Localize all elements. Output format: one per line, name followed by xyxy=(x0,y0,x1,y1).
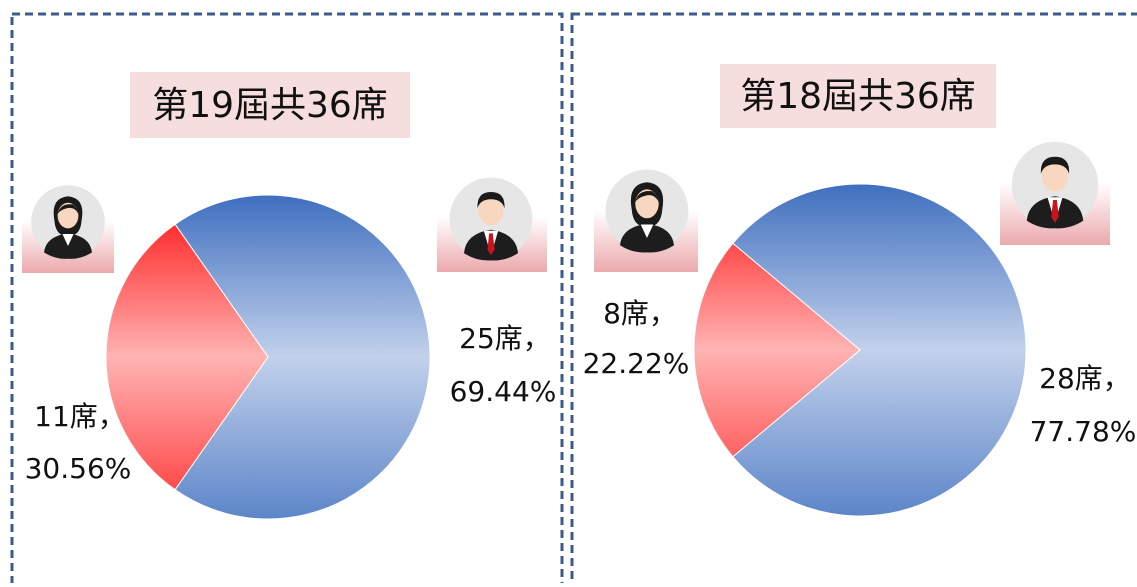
pie-slice xyxy=(732,183,1027,517)
chart-title: 第18屆共36席 xyxy=(740,76,976,117)
pie-slice xyxy=(174,194,431,520)
data-label: 11席， xyxy=(34,400,126,433)
data-label: 28席， xyxy=(1039,362,1131,395)
chart-title: 第19屆共36席 xyxy=(152,85,388,126)
data-label: 25席， xyxy=(459,322,551,355)
data-label: 8席， xyxy=(603,297,677,330)
title-box xyxy=(720,64,996,128)
pie-slice xyxy=(105,223,269,491)
title-box xyxy=(130,72,410,138)
panel-border xyxy=(570,12,1137,587)
data-label: 69.44% xyxy=(450,375,557,408)
data-label: 77.78% xyxy=(1030,415,1137,448)
female-icon xyxy=(31,185,105,259)
male-icon xyxy=(1011,141,1099,229)
data-label: 22.22% xyxy=(583,347,690,380)
data-label: 30.56% xyxy=(25,452,132,485)
female-icon xyxy=(605,169,689,253)
panel-border xyxy=(10,12,564,587)
pie-slice xyxy=(693,242,861,458)
male-icon xyxy=(449,177,533,261)
